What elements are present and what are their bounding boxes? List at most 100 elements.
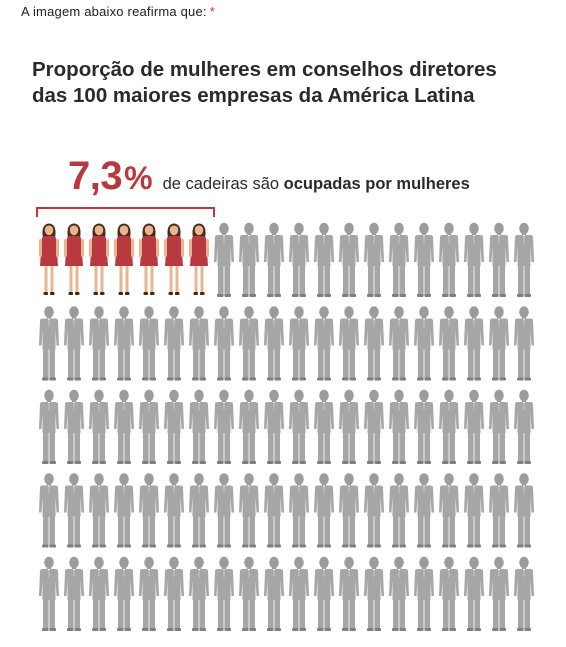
man-figure (314, 473, 334, 548)
man-figure (239, 222, 259, 297)
man-figure (164, 556, 184, 631)
man-figure (414, 306, 434, 381)
man-figure (389, 473, 409, 548)
man-figure (64, 473, 84, 548)
man-figure (414, 222, 434, 297)
man-figure (464, 473, 484, 548)
woman-figure (164, 223, 184, 295)
man-figure (514, 222, 534, 297)
man-figure (389, 556, 409, 631)
infographic-title: Proporção de mulheres em conselhos diret… (32, 58, 497, 107)
man-figure (114, 389, 134, 464)
man-figure (439, 473, 459, 548)
woman-figure (39, 223, 59, 295)
man-figure (414, 389, 434, 464)
man-figure (214, 556, 234, 631)
man-figure (489, 556, 509, 631)
man-figure (164, 473, 184, 548)
man-figure (289, 389, 309, 464)
woman-figure (189, 223, 209, 295)
man-figure (64, 556, 84, 631)
man-figure (339, 556, 359, 631)
stat-row: 7,3 % de cadeiras são ocupadas por mulhe… (68, 154, 470, 204)
man-figure (239, 306, 259, 381)
man-figure (464, 222, 484, 297)
man-figure (264, 556, 284, 631)
man-figure (514, 556, 534, 631)
man-figure (314, 389, 334, 464)
man-figure (89, 306, 109, 381)
man-figure (339, 306, 359, 381)
woman-figure (89, 223, 109, 295)
man-figure (264, 473, 284, 548)
woman-figure (114, 223, 134, 295)
man-figure (289, 306, 309, 381)
man-figure (164, 306, 184, 381)
man-figure (389, 306, 409, 381)
man-figure (239, 389, 259, 464)
question-label: A imagem abaixo reafirma que: (21, 4, 207, 19)
man-figure (64, 306, 84, 381)
woman-figure (64, 223, 84, 295)
man-figure (164, 389, 184, 464)
man-figure (439, 306, 459, 381)
man-figure (314, 306, 334, 381)
man-figure (439, 556, 459, 631)
man-figure (39, 473, 59, 548)
man-figure (364, 556, 384, 631)
man-figure (489, 306, 509, 381)
man-figure (139, 389, 159, 464)
man-figure (489, 473, 509, 548)
man-figure (489, 222, 509, 297)
man-figure (189, 389, 209, 464)
man-figure (289, 473, 309, 548)
man-figure (214, 473, 234, 548)
man-figure (64, 389, 84, 464)
man-figure (89, 473, 109, 548)
man-figure (214, 222, 234, 297)
man-figure (114, 306, 134, 381)
man-figure (339, 473, 359, 548)
man-figure (39, 556, 59, 631)
man-figure (239, 556, 259, 631)
man-figure (439, 222, 459, 297)
man-figure (364, 473, 384, 548)
man-figure (189, 556, 209, 631)
man-figure (514, 473, 534, 548)
women-bracket (36, 207, 215, 217)
question-title: A imagem abaixo reafirma que: * (21, 4, 215, 19)
man-figure (89, 556, 109, 631)
man-figure (289, 222, 309, 297)
man-figure (264, 389, 284, 464)
stat-unit: % (124, 160, 153, 196)
man-figure (114, 556, 134, 631)
man-figure (139, 473, 159, 548)
man-figure (89, 389, 109, 464)
infographic-image: Proporção de mulheres em conselhos diret… (0, 40, 566, 647)
woman-figure (139, 223, 159, 295)
man-figure (289, 556, 309, 631)
stat-value: 7,3 (68, 154, 123, 198)
man-figure (514, 389, 534, 464)
man-figure (414, 556, 434, 631)
man-figure (139, 556, 159, 631)
man-figure (189, 473, 209, 548)
man-figure (439, 389, 459, 464)
man-figure (464, 306, 484, 381)
man-figure (389, 389, 409, 464)
man-figure (364, 306, 384, 381)
man-figure (39, 389, 59, 464)
man-figure (339, 222, 359, 297)
man-figure (364, 389, 384, 464)
man-figure (314, 222, 334, 297)
man-figure (464, 389, 484, 464)
man-figure (339, 389, 359, 464)
man-figure (239, 473, 259, 548)
man-figure (214, 389, 234, 464)
man-figure (514, 306, 534, 381)
man-figure (464, 556, 484, 631)
man-figure (364, 222, 384, 297)
man-figure (214, 306, 234, 381)
man-figure (114, 473, 134, 548)
man-figure (414, 473, 434, 548)
